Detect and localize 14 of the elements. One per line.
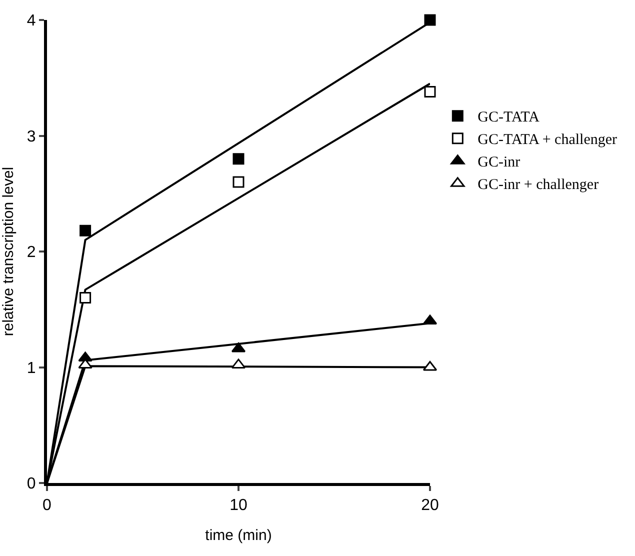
x-axis-title: time (min) — [205, 527, 272, 544]
x-tick-label: 0 — [42, 497, 52, 514]
legend-label: GC-inr — [478, 154, 520, 171]
legend-label: GC-inr + challenger — [478, 177, 599, 194]
y-tick-label: 0 — [26, 476, 36, 493]
legend-label: GC-TATA — [478, 110, 540, 126]
legend-label: GC-TATA + challenger — [478, 132, 618, 148]
y-tick-label: 3 — [26, 128, 36, 146]
y-axis-title: relative transcription level — [0, 166, 17, 336]
y-tick-label: 4 — [26, 12, 36, 30]
y-tick-label: 1 — [26, 360, 36, 377]
x-tick-label: 10 — [230, 497, 248, 514]
y-tick-label: 2 — [26, 244, 36, 262]
x-tick-label: 20 — [421, 497, 439, 514]
